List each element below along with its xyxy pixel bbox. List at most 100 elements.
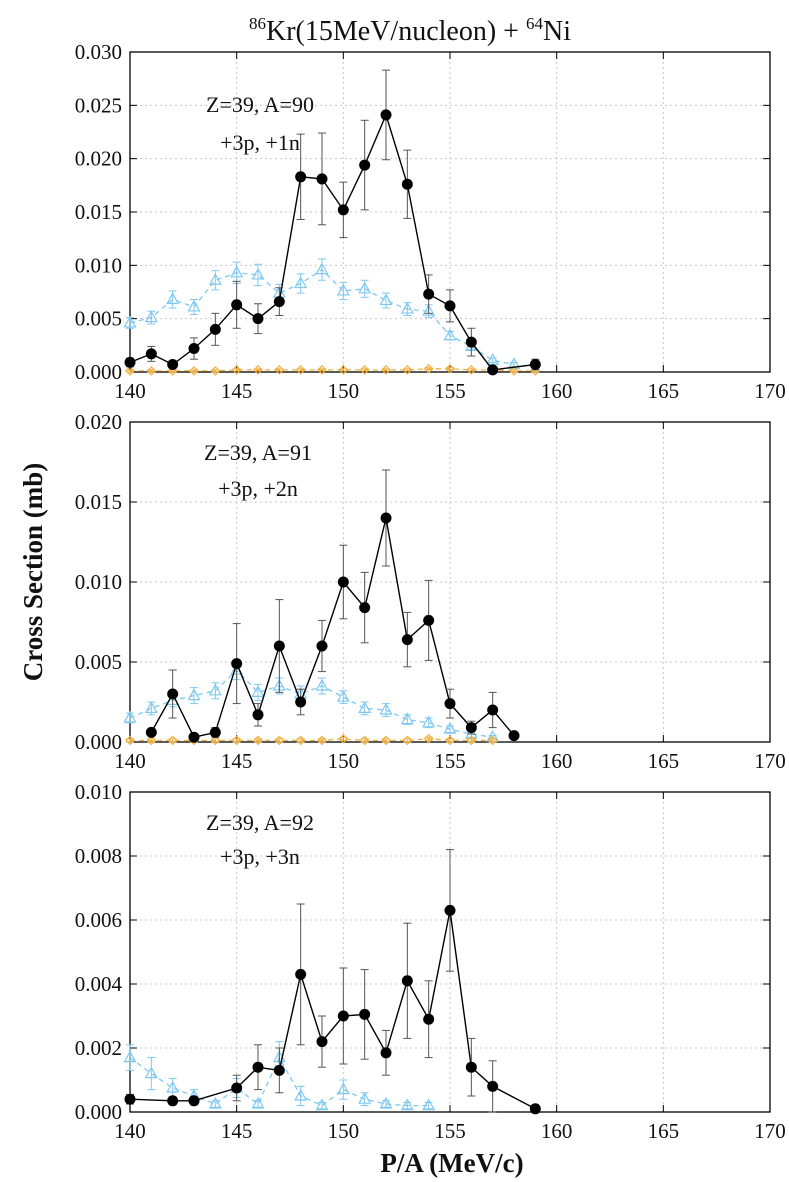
model-a-point xyxy=(144,701,158,714)
plot-frame xyxy=(129,791,771,1113)
model-b-point xyxy=(359,735,370,746)
x-tick-label: 165 xyxy=(648,379,680,403)
model-b-point xyxy=(146,735,157,746)
panel-a92: 140 145 150 155 160 165 170 0.000 0.002 0.004 0.00… xyxy=(75,780,786,1143)
data-point xyxy=(401,178,413,190)
annotation-nucleus: Z=39, A=92 xyxy=(206,810,314,835)
y-tick-label: 0.025 xyxy=(75,93,122,117)
annotation-nucleus: Z=39, A=91 xyxy=(204,440,312,465)
model-b-point xyxy=(253,735,263,746)
data-point xyxy=(295,968,307,980)
model-b-point xyxy=(231,365,242,375)
model-b-point xyxy=(381,735,391,746)
data-point xyxy=(423,1013,435,1025)
y-tick-label: 0.000 xyxy=(75,730,122,754)
series-line-model_a xyxy=(129,669,493,738)
data-point xyxy=(145,348,157,360)
model-b-point xyxy=(423,363,434,374)
data-point xyxy=(423,614,435,626)
model-a-point xyxy=(230,265,244,278)
data-point xyxy=(145,726,157,738)
data-point xyxy=(188,731,200,743)
panel-a90: 140 145 150 155 160 165 170 0.000 0.005 0.010 0.01… xyxy=(75,40,786,403)
model-b-point xyxy=(295,735,306,746)
data-point xyxy=(487,364,499,376)
model-a-point xyxy=(166,1080,180,1093)
model-a-point xyxy=(166,292,180,305)
model-a-point xyxy=(507,357,521,370)
data-point xyxy=(273,1064,285,1076)
x-tick-label: 140 xyxy=(114,379,146,403)
model-a-point xyxy=(123,315,137,328)
model-b-point xyxy=(338,733,349,744)
data-point xyxy=(209,323,221,335)
y-tick-label: 0.002 xyxy=(75,1036,122,1060)
y-tick-label: 0.015 xyxy=(75,490,122,514)
model-a-point xyxy=(400,712,414,725)
y-tick-label: 0.020 xyxy=(75,410,122,434)
model-a-point xyxy=(358,701,372,714)
model-b-point xyxy=(423,733,434,744)
model-b-point xyxy=(231,735,242,746)
x-tick-label: 170 xyxy=(754,379,786,403)
model-a-point xyxy=(294,276,308,289)
data-point xyxy=(465,336,477,348)
model-b-point xyxy=(146,366,157,376)
model-b-point xyxy=(210,366,221,376)
data-point xyxy=(231,658,243,670)
annotation-transfer: +3p, +3n xyxy=(220,844,300,869)
x-tick-label: 140 xyxy=(114,1119,146,1143)
data-point xyxy=(295,171,307,183)
data-point xyxy=(231,299,243,311)
model-a-point xyxy=(379,702,393,715)
panel-a91: 140 145 150 155 160 165 170 0.000 0.005 0.010 0.01… xyxy=(75,410,786,773)
model-a-point xyxy=(336,1082,350,1095)
model-a-point xyxy=(251,267,265,280)
x-axis-label: P/A (MeV/c) xyxy=(380,1148,523,1178)
title-suffix: Ni xyxy=(543,16,571,47)
model-a-point xyxy=(464,726,478,739)
series-line-model_b xyxy=(130,738,493,742)
data-point xyxy=(359,159,371,171)
data-point xyxy=(444,698,456,710)
x-tick-label: 155 xyxy=(434,1119,466,1143)
model-b-point xyxy=(253,365,263,375)
y-tick-label: 0.010 xyxy=(75,780,122,804)
x-tick-label: 145 xyxy=(221,379,253,403)
model-b-point xyxy=(338,365,349,375)
model-a-point xyxy=(422,1098,436,1111)
model-b-point xyxy=(317,735,327,746)
model-b-point xyxy=(402,365,413,375)
model-b-point xyxy=(189,366,199,376)
title-sup-1: 86 xyxy=(249,14,266,33)
data-point xyxy=(465,722,477,734)
x-tick-label: 170 xyxy=(754,749,786,773)
model-a-point xyxy=(187,299,201,312)
series-line-data xyxy=(129,910,536,1110)
y-tick-label: 0.010 xyxy=(75,570,122,594)
x-tick-label: 160 xyxy=(541,1119,573,1143)
data-point xyxy=(380,512,392,524)
y-axis-label: Cross Section (mb) xyxy=(18,463,48,682)
model-b-point xyxy=(125,735,135,746)
x-tick-label: 165 xyxy=(648,749,680,773)
y-tick-label: 0.030 xyxy=(75,40,122,64)
x-tick-label: 140 xyxy=(114,749,146,773)
model-a-point xyxy=(422,715,436,728)
model-b-point xyxy=(402,735,413,746)
data-point xyxy=(231,1082,243,1094)
title-middle: Kr(15MeV/nucleon) + xyxy=(266,16,526,47)
y-tick-label: 0.004 xyxy=(75,972,123,996)
model-b-point xyxy=(466,365,477,375)
model-b-point xyxy=(445,735,455,746)
model-a-point xyxy=(336,283,350,296)
data-point xyxy=(252,709,264,721)
model-a-point xyxy=(400,301,414,314)
data-point xyxy=(401,975,413,987)
series-line-data xyxy=(150,517,515,739)
x-tick-label: 150 xyxy=(328,379,360,403)
model-a-point xyxy=(486,353,500,365)
data-point xyxy=(401,634,413,646)
model-b-point xyxy=(167,366,178,376)
